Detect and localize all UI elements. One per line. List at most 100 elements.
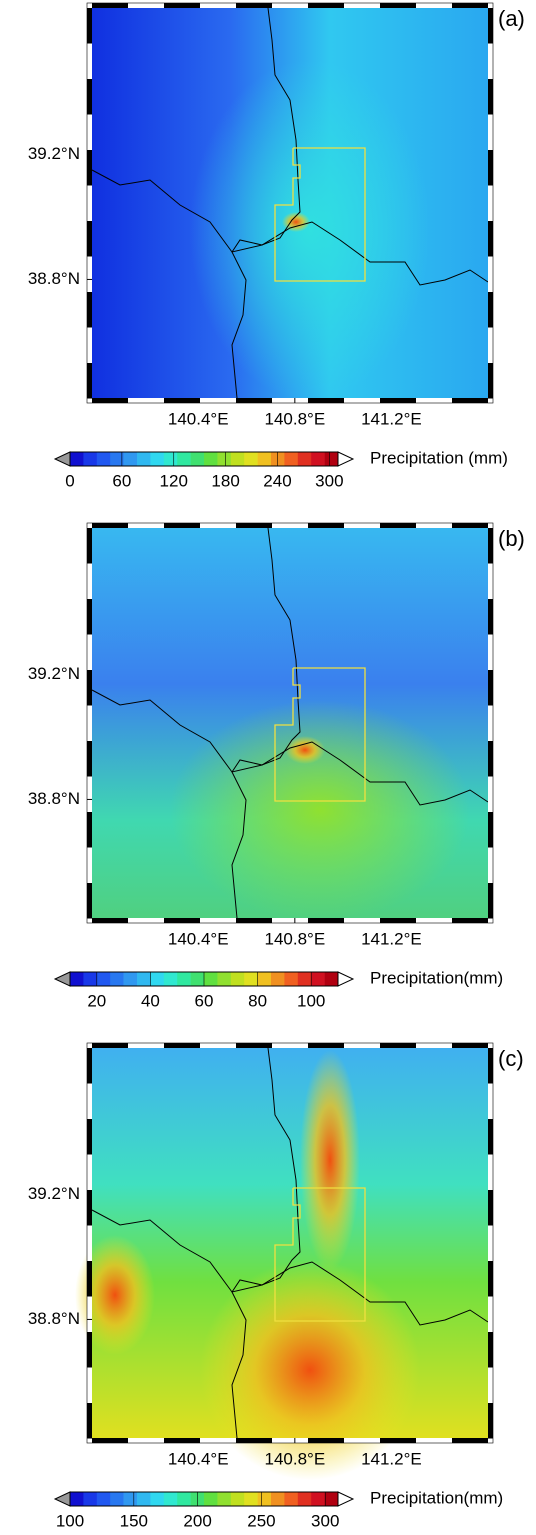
frame-segment	[272, 3, 308, 8]
x-tick-label: 141.2°E	[361, 929, 422, 948]
colorbar-cell	[177, 452, 191, 466]
frame-segment	[308, 1043, 344, 1048]
panel: (b) 140.4°E 140.8°E 141.2°E 38.8°N 39.2°N 20 40…	[28, 522, 525, 1010]
colorbar-cell	[150, 1492, 165, 1506]
colorbar-cell	[163, 972, 178, 986]
colorbar-label: Precipitation (mm)	[370, 448, 508, 467]
frame-segment	[92, 523, 128, 528]
x-tick-label: 140.4°E	[168, 929, 229, 948]
frame-segment	[87, 563, 92, 599]
frame-segment	[272, 1043, 308, 1048]
colorbar-cell	[257, 972, 272, 986]
frame-segment	[87, 1154, 92, 1190]
frame-segment	[272, 1438, 308, 1443]
colorbar-tick-label: 100	[297, 991, 325, 1010]
x-tick-label: 140.8°E	[264, 929, 325, 948]
frame-segment	[488, 1225, 493, 1261]
frame-segment	[488, 741, 493, 777]
frame-segment	[488, 634, 493, 670]
frame-segment	[87, 1048, 92, 1084]
y-tick-label: 39.2°N	[28, 664, 80, 683]
boundary	[231, 7, 301, 399]
frame-segment	[308, 918, 344, 923]
x-tick-label: 140.8°E	[264, 1449, 325, 1468]
frame-segment	[308, 398, 344, 403]
frame-segment	[200, 3, 236, 8]
colorbar-tick-label: 60	[195, 991, 214, 1010]
colorbar-over	[337, 1491, 355, 1507]
frame-segment	[344, 3, 380, 8]
frame-segment	[87, 79, 92, 115]
study-box	[274, 147, 366, 282]
frame-segment	[380, 918, 416, 923]
field-blob	[75, 1235, 155, 1355]
colorbar-cell	[137, 972, 151, 986]
frame-segment	[87, 43, 92, 79]
boundary	[231, 1047, 301, 1439]
frame-segment	[164, 1438, 200, 1443]
x-tick-label: 140.4°E	[168, 409, 229, 428]
colorbar-under	[53, 451, 71, 467]
colorbar-cell	[217, 972, 232, 986]
frame-segment	[87, 185, 92, 221]
frame-segment	[87, 1190, 92, 1226]
frame-segment	[488, 1296, 493, 1332]
frame-segment	[488, 79, 493, 115]
colorbar-cell	[284, 972, 299, 986]
colorbar-cell	[110, 972, 124, 986]
frame-segment	[87, 1367, 92, 1403]
frame-segment	[164, 3, 200, 8]
colorbar-cell	[311, 452, 325, 466]
colorbar-cell	[244, 452, 258, 466]
frame-segment	[87, 599, 92, 635]
field-blob	[300, 1050, 360, 1270]
x-tick-label: 141.2°E	[361, 409, 422, 428]
frame-segment	[488, 1403, 493, 1439]
study-box	[274, 667, 366, 802]
colorbar-cell	[190, 972, 205, 986]
x-tick-label: 140.8°E	[264, 409, 325, 428]
frame-segment	[87, 1332, 92, 1368]
field-blob	[190, 60, 430, 400]
colorbar-cell	[177, 972, 191, 986]
colorbar-over	[337, 971, 355, 987]
colorbar-cell	[123, 452, 138, 466]
colorbar-cell	[284, 1492, 299, 1506]
frame-segment	[87, 1119, 92, 1155]
colorbar-cell	[150, 972, 165, 986]
colorbar-tick-label: 0	[65, 471, 74, 490]
panel-label: (b)	[498, 526, 525, 551]
frame-segment	[488, 185, 493, 221]
frame-segment	[488, 256, 493, 292]
frame-segment	[92, 918, 128, 923]
colorbar-tick-label: 80	[248, 991, 267, 1010]
y-tick-label: 38.8°N	[28, 1309, 80, 1328]
panel: (a) 140.4°E 140.8°E 141.2°E 38.8°N 39.2°N 0 60 1…	[28, 2, 525, 490]
frame-segment	[488, 43, 493, 79]
frame-segment	[452, 3, 488, 8]
frame-segment	[380, 1043, 416, 1048]
colorbar-cell	[137, 1492, 151, 1506]
boundary	[91, 689, 489, 806]
colorbar-cell	[244, 972, 258, 986]
frame-segment	[236, 398, 272, 403]
frame-segment	[87, 705, 92, 741]
colorbar-cell	[204, 972, 218, 986]
frame-segment	[87, 634, 92, 670]
colorbar-cell	[257, 1492, 272, 1506]
colorbar-cell	[83, 972, 98, 986]
frame-segment	[380, 523, 416, 528]
frame-segment	[488, 812, 493, 848]
frame-segment	[200, 523, 236, 528]
frame-segment	[128, 523, 164, 528]
colorbar-cell	[284, 452, 299, 466]
colorbar-cell	[150, 452, 165, 466]
panel: (c) 140.4°E 140.8°E 141.2°E 38.8°N 39.2°N 100 1…	[28, 1042, 524, 1530]
frame-segment	[344, 918, 380, 923]
frame-segment	[452, 523, 488, 528]
colorbar-cell	[324, 972, 339, 986]
frame-segment	[87, 256, 92, 292]
frame-segment	[272, 398, 308, 403]
frame-segment	[272, 523, 308, 528]
